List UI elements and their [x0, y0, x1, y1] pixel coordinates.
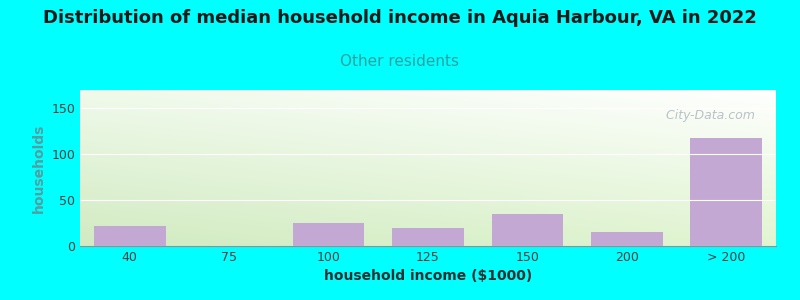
Y-axis label: households: households [32, 123, 46, 213]
Bar [293, 223, 364, 246]
Bar [591, 232, 662, 246]
Bar [94, 226, 166, 246]
Text: Other residents: Other residents [341, 54, 459, 69]
Text: Distribution of median household income in Aquia Harbour, VA in 2022: Distribution of median household income … [43, 9, 757, 27]
Bar [392, 228, 464, 246]
Bar [690, 138, 762, 246]
X-axis label: household income ($1000): household income ($1000) [324, 269, 532, 284]
Text: City-Data.com: City-Data.com [654, 109, 755, 122]
Bar [492, 214, 563, 246]
